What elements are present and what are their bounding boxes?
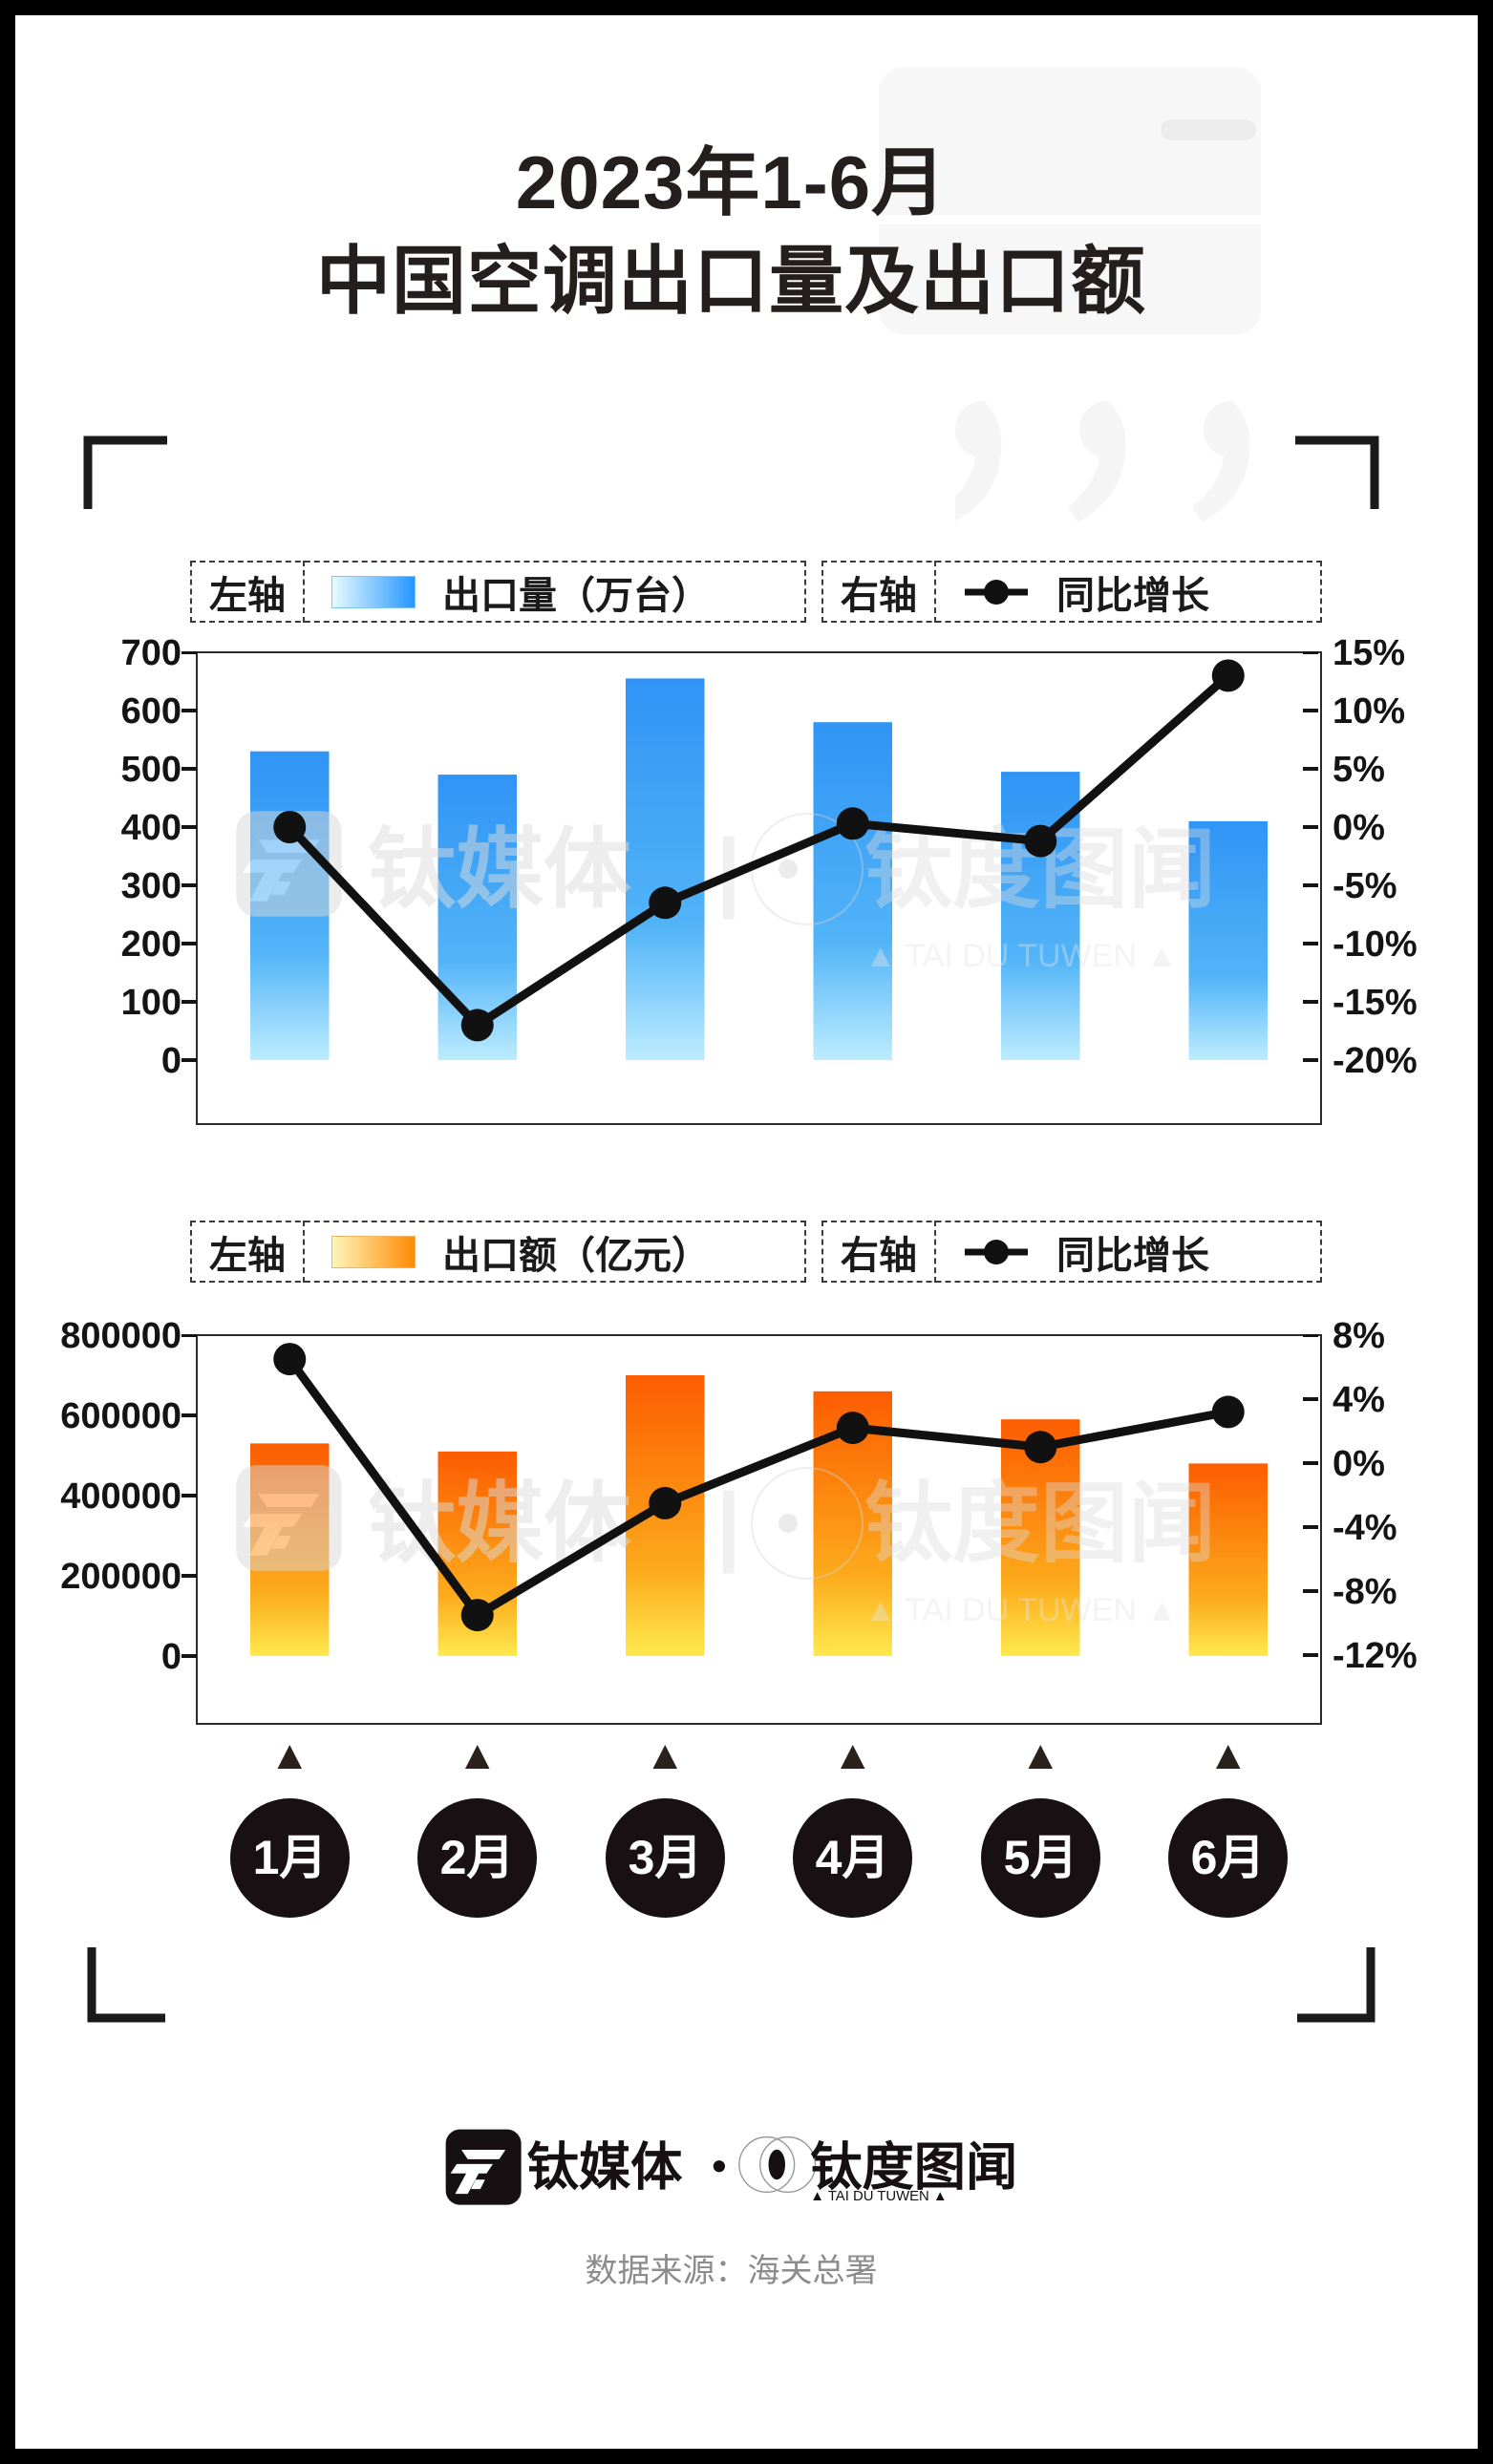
svg-text:|: |	[716, 1476, 741, 1574]
svg-text:▲ TAI DU TUWEN ▲: ▲ TAI DU TUWEN ▲	[864, 938, 1178, 974]
svg-text:钛度图闻: 钛度图闻	[810, 2139, 1017, 2197]
svg-text:▲ TAI DU TUWEN ▲: ▲ TAI DU TUWEN ▲	[864, 1592, 1178, 1628]
svg-text:钛度图闻: 钛度图闻	[864, 1476, 1216, 1573]
svg-text:▲ TAI DU TUWEN ▲: ▲ TAI DU TUWEN ▲	[810, 2189, 947, 2204]
svg-text:钛媒体: 钛媒体	[526, 2139, 683, 2197]
svg-text:钛媒体: 钛媒体	[368, 821, 631, 919]
